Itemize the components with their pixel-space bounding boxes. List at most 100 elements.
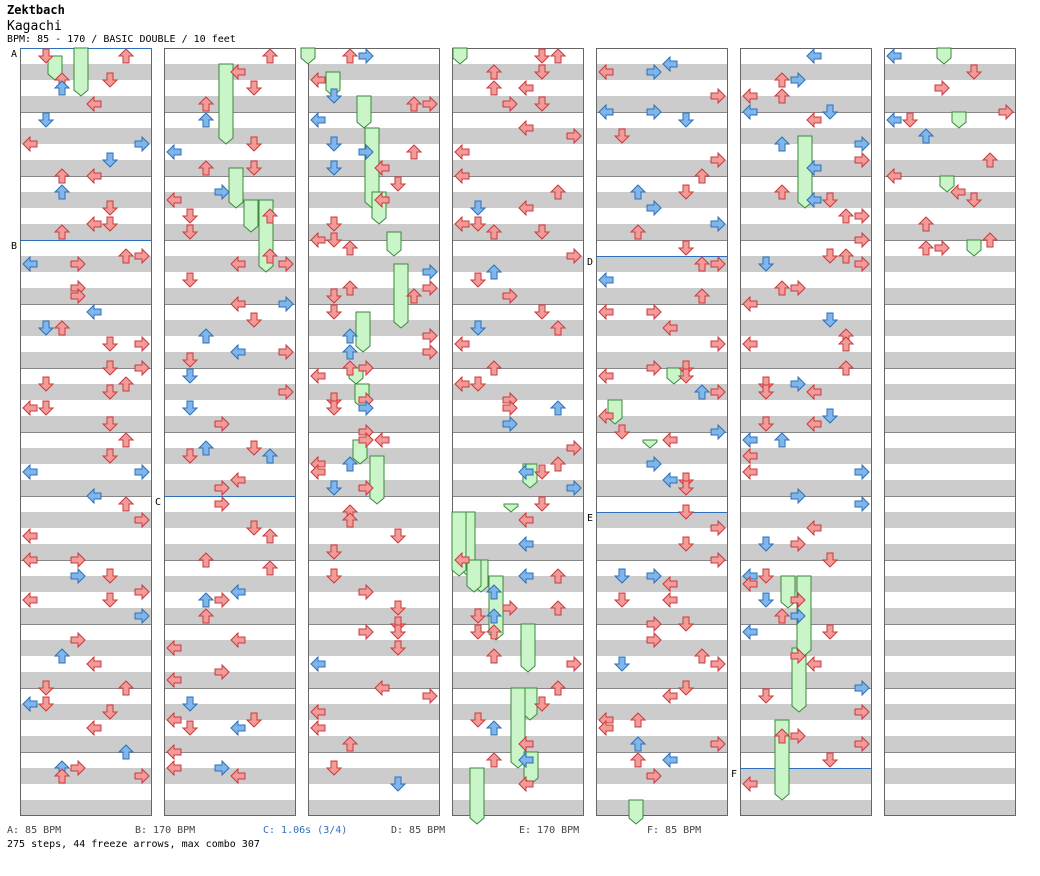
step-arrow-red xyxy=(502,287,518,305)
freeze-arrow xyxy=(243,199,259,233)
beat-stripe xyxy=(452,512,584,528)
freeze-arrow xyxy=(469,767,485,825)
beat-stripe xyxy=(164,416,296,432)
step-arrow-red xyxy=(389,600,407,616)
step-arrow-red xyxy=(341,240,359,256)
step-arrow-blue xyxy=(181,400,199,416)
freeze-arrow xyxy=(218,63,234,145)
step-arrow-red xyxy=(518,79,534,97)
beat-stripe xyxy=(20,320,152,336)
step-arrow-red xyxy=(37,680,55,696)
step-arrow-red xyxy=(181,272,199,288)
step-arrow-red xyxy=(790,279,806,297)
beat-stripe xyxy=(596,544,728,560)
step-arrow-red xyxy=(485,224,503,240)
beat-stripe xyxy=(452,768,584,784)
beat-stripe xyxy=(740,544,872,560)
step-arrow-red xyxy=(710,735,726,753)
step-arrow-blue xyxy=(325,160,343,176)
step-arrow-red xyxy=(710,383,726,401)
step-arrow-blue xyxy=(134,463,150,481)
beat-stripe xyxy=(164,672,296,688)
step-arrow-red xyxy=(677,616,695,632)
beat-stripe xyxy=(596,480,728,496)
step-arrow-blue xyxy=(757,256,775,272)
beat-stripe xyxy=(20,544,152,560)
step-arrow-blue xyxy=(790,487,806,505)
step-arrow-blue xyxy=(181,368,199,384)
step-arrow-red xyxy=(389,176,407,192)
beat-stripe xyxy=(596,448,728,464)
beat-stripe xyxy=(884,768,1016,784)
step-arrow-blue xyxy=(821,408,839,424)
beat-stripe xyxy=(308,608,440,624)
beat-stripe xyxy=(596,672,728,688)
step-arrow-red xyxy=(742,335,758,353)
step-arrow-red xyxy=(37,48,55,64)
step-arrow-red xyxy=(821,624,839,640)
step-arrow-red xyxy=(837,360,855,376)
column-border xyxy=(740,48,872,816)
step-arrow-red xyxy=(549,184,567,200)
section-marker-label: F xyxy=(731,769,737,780)
beat-stripe xyxy=(596,192,728,208)
step-arrow-blue xyxy=(53,80,71,96)
beat-stripe xyxy=(20,576,152,592)
step-arrow-red xyxy=(549,456,567,472)
step-arrow-red xyxy=(230,631,246,649)
step-arrow-red xyxy=(485,360,503,376)
step-arrow-blue xyxy=(53,184,71,200)
beat-stripe xyxy=(452,672,584,688)
step-arrow-red xyxy=(854,703,870,721)
step-arrow-red xyxy=(389,624,407,640)
beat-stripe xyxy=(452,256,584,272)
step-arrow-blue xyxy=(646,63,662,81)
step-arrow-red xyxy=(485,624,503,640)
step-arrow-red xyxy=(454,375,470,393)
step-arrow-red xyxy=(485,64,503,80)
column-border xyxy=(308,48,440,816)
step-arrow-blue xyxy=(197,440,215,456)
step-arrow-red xyxy=(261,560,279,576)
step-arrow-red xyxy=(886,167,902,185)
step-arrow-red xyxy=(454,215,470,233)
step-arrow-red xyxy=(181,720,199,736)
step-arrow-blue xyxy=(646,455,662,473)
beat-stripe xyxy=(452,384,584,400)
beat-stripe xyxy=(20,768,152,784)
beat-stripe xyxy=(20,288,152,304)
step-arrow-red xyxy=(790,535,806,553)
step-arrow-red xyxy=(469,624,487,640)
step-arrow-red xyxy=(310,71,326,89)
step-arrow-red xyxy=(101,72,119,88)
beat-stripe xyxy=(308,96,440,112)
step-arrow-red xyxy=(117,48,135,64)
step-arrow-red xyxy=(533,696,551,712)
step-arrow-blue xyxy=(70,567,86,585)
step-arrow-red xyxy=(806,519,822,537)
step-arrow-blue xyxy=(821,104,839,120)
step-arrow-red xyxy=(325,216,343,232)
section-marker-label: D xyxy=(587,257,593,268)
step-arrow-blue xyxy=(278,295,294,313)
step-arrow-red xyxy=(646,359,662,377)
step-arrow-blue xyxy=(502,415,518,433)
step-arrow-red xyxy=(358,623,374,641)
beat-stripe xyxy=(884,288,1016,304)
freeze-arrow xyxy=(503,503,519,513)
freeze-arrow xyxy=(510,687,526,769)
step-arrow-blue xyxy=(773,432,791,448)
step-arrow-red xyxy=(518,735,534,753)
step-arrow-blue xyxy=(886,47,902,65)
step-arrow-red xyxy=(230,295,246,313)
beat-stripe xyxy=(308,800,440,816)
step-arrow-red xyxy=(821,752,839,768)
section-marker-label: A xyxy=(11,49,17,60)
step-arrow-red xyxy=(549,48,567,64)
step-arrow-blue xyxy=(821,312,839,328)
step-arrow-red xyxy=(245,160,263,176)
beat-stripe xyxy=(884,352,1016,368)
step-arrow-blue xyxy=(757,536,775,552)
step-arrow-red xyxy=(197,96,215,112)
step-arrow-blue xyxy=(53,648,71,664)
